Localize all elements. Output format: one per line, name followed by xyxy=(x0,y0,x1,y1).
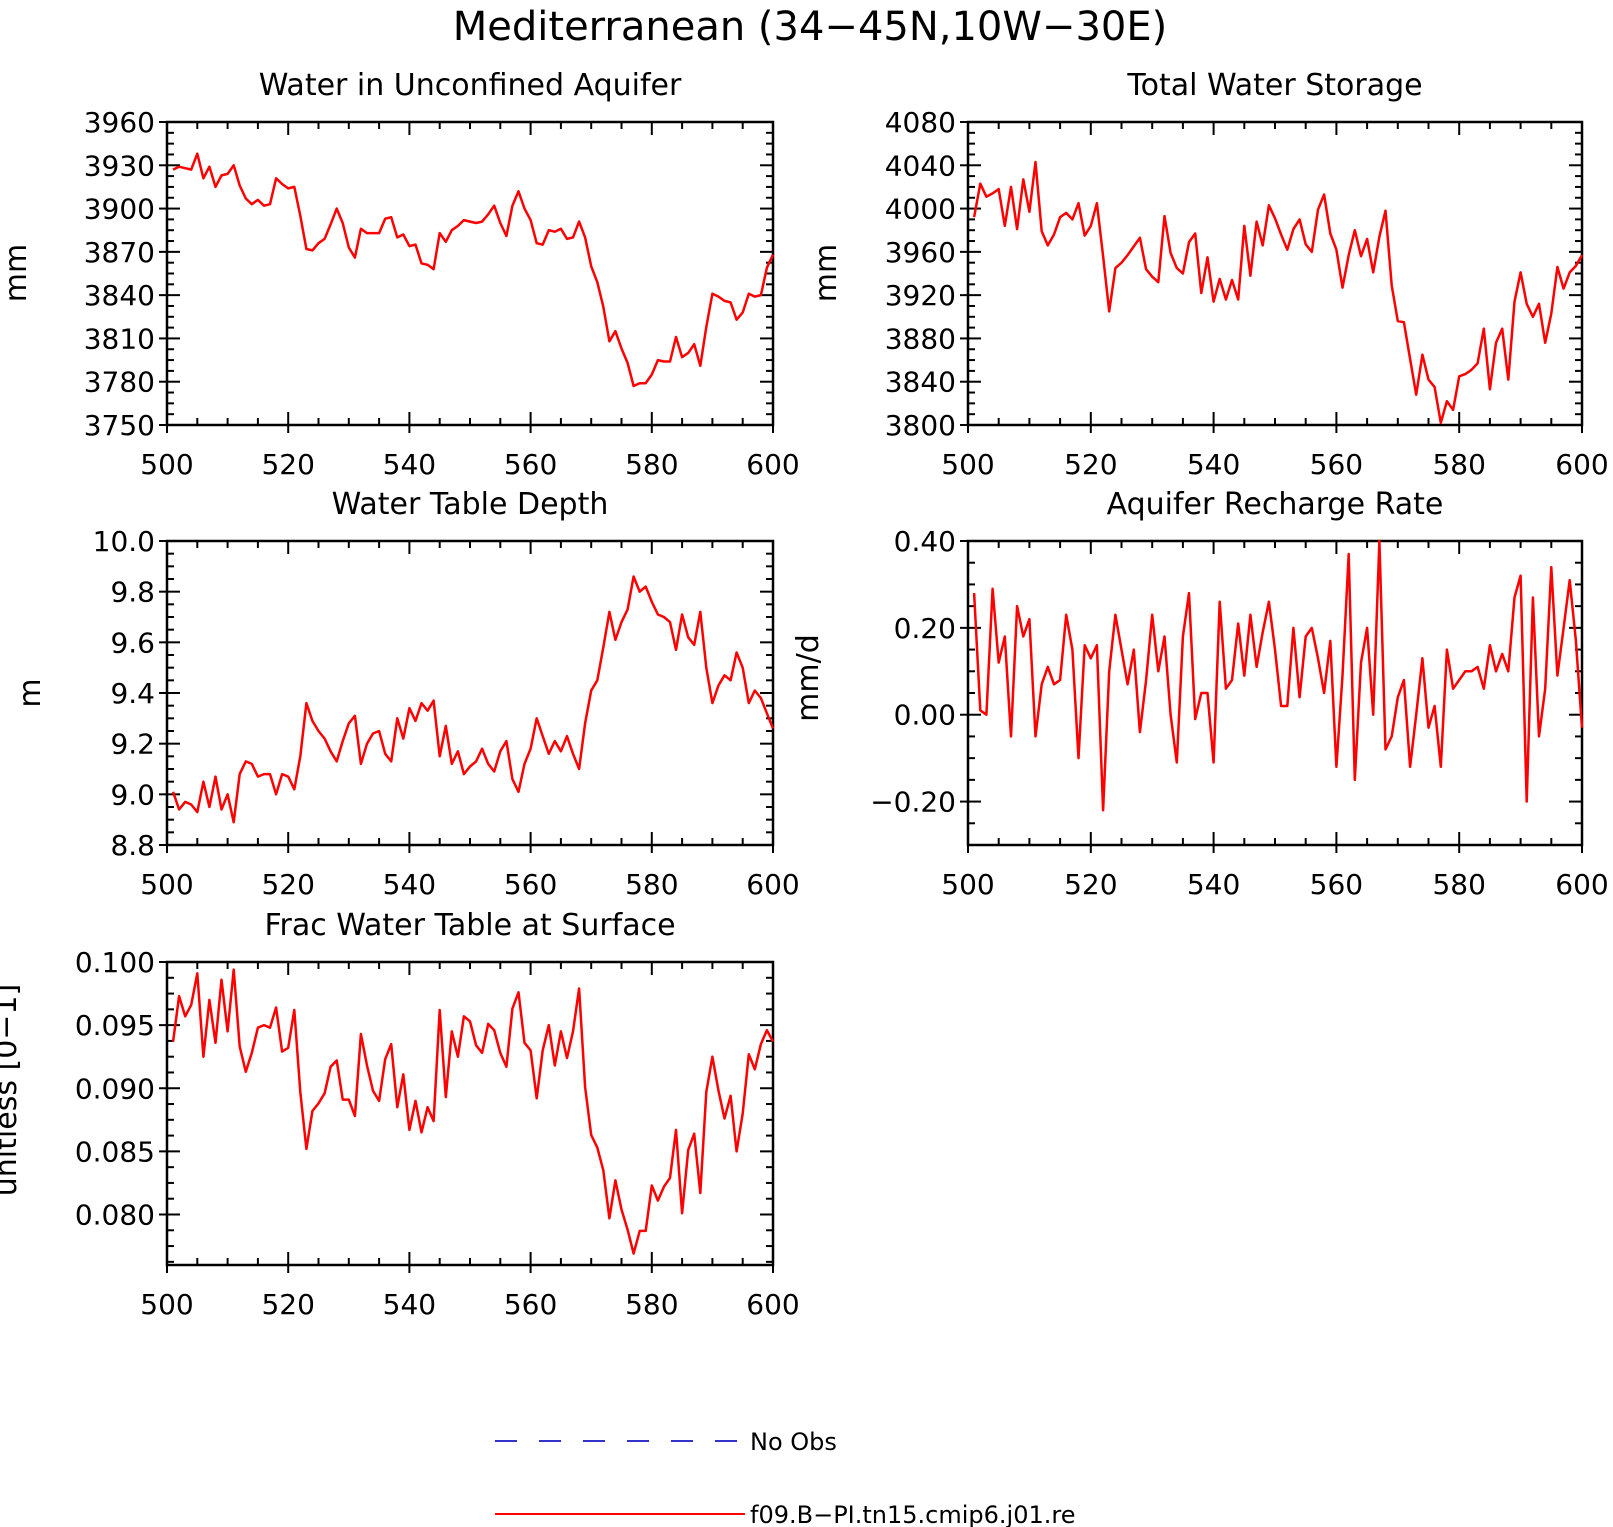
y-tick-label: 9.0 xyxy=(110,778,155,811)
x-tick-label: 600 xyxy=(1555,448,1608,481)
y-tick-label: 8.8 xyxy=(110,829,155,862)
x-tick-label: 520 xyxy=(261,868,314,901)
y-axis-label: mm/d xyxy=(791,634,826,722)
plot-frame xyxy=(165,960,775,1267)
y-tick-label: 0.00 xyxy=(894,699,956,732)
x-tick-label: 580 xyxy=(625,868,678,901)
y-tick-label: 3920 xyxy=(885,279,956,312)
y-tick-label: 10.0 xyxy=(93,525,155,558)
y-axis-label: mm xyxy=(0,244,34,302)
y-tick-label: 3810 xyxy=(84,322,155,355)
x-tick-label: 600 xyxy=(746,448,799,481)
x-tick-label: 540 xyxy=(1187,868,1240,901)
x-tick-label: 520 xyxy=(1064,868,1117,901)
y-axis-label: m xyxy=(13,678,48,707)
x-tick-label: 500 xyxy=(941,868,994,901)
y-tick-label: 4000 xyxy=(885,193,956,226)
panel-title: Aquifer Recharge Rate xyxy=(1107,487,1444,522)
x-tick-label: 500 xyxy=(140,448,193,481)
y-tick-label: 3780 xyxy=(84,366,155,399)
legend: No Obs f09.B−PI.tn15.cmip6.j01.re xyxy=(495,1428,1075,1527)
x-tick-label: 500 xyxy=(941,448,994,481)
y-tick-label: 0.100 xyxy=(75,946,155,979)
y-tick-label: 3870 xyxy=(84,236,155,269)
plot-frame xyxy=(966,539,1584,847)
y-tick-label: 0.40 xyxy=(894,525,956,558)
y-tick-label: 4040 xyxy=(885,149,956,182)
y-tick-label: 3900 xyxy=(84,193,155,226)
x-tick-label: 600 xyxy=(1555,868,1608,901)
panel-title: Frac Water Table at Surface xyxy=(264,908,675,943)
series-line xyxy=(171,968,775,1255)
x-tick-label: 560 xyxy=(504,868,557,901)
series-line xyxy=(972,539,1584,812)
legend-label-no-obs: No Obs xyxy=(750,1428,837,1456)
x-tick-label: 600 xyxy=(746,868,799,901)
x-tick-label: 560 xyxy=(1310,448,1363,481)
y-tick-label: 0.080 xyxy=(75,1199,155,1232)
x-tick-label: 560 xyxy=(504,448,557,481)
chart-panel-total-water-storage: Total Water Storage mm 500 520 540 560 580 600 3… xyxy=(809,68,1609,481)
figure-title: Mediterranean (34−45N,10W−30E) xyxy=(453,4,1167,50)
plot-frame xyxy=(165,120,775,427)
y-axis-label: unitless [0−1] xyxy=(0,984,24,1196)
x-tick-label: 500 xyxy=(140,868,193,901)
y-tick-label: 3840 xyxy=(885,366,956,399)
chart-panel-unconfined-aquifer: Water in Unconfined Aquifer mm 500 520 540 56… xyxy=(0,68,800,481)
x-tick-label: 540 xyxy=(383,1288,436,1321)
y-tick-label: 9.8 xyxy=(110,576,155,609)
x-tick-label: 500 xyxy=(140,1288,193,1321)
x-tick-label: 580 xyxy=(1432,448,1485,481)
x-tick-label: 560 xyxy=(1310,868,1363,901)
y-tick-label: 0.20 xyxy=(894,612,956,645)
x-tick-label: 580 xyxy=(625,1288,678,1321)
panel-title: Water in Unconfined Aquifer xyxy=(259,68,682,103)
x-tick-label: 520 xyxy=(261,1288,314,1321)
x-tick-label: 520 xyxy=(1064,448,1117,481)
panel-title: Total Water Storage xyxy=(1126,68,1422,103)
y-tick-label: −0.20 xyxy=(870,786,956,819)
y-tick-label: 0.085 xyxy=(75,1135,155,1168)
y-tick-label: 0.095 xyxy=(75,1009,155,1042)
plot-frame xyxy=(165,539,775,847)
x-tick-label: 540 xyxy=(383,868,436,901)
x-tick-label: 560 xyxy=(504,1288,557,1321)
y-tick-label: 9.4 xyxy=(110,677,155,710)
y-tick-label: 3960 xyxy=(84,106,155,139)
chart-panel-aquifer-recharge-rate: Aquifer Recharge Rate mm/d 500 520 540 560 580… xyxy=(791,487,1609,901)
y-tick-label: 0.090 xyxy=(75,1072,155,1105)
chart-panel-frac-water-table: Frac Water Table at Surface unitless [0−1… xyxy=(0,908,800,1321)
y-tick-label: 9.2 xyxy=(110,728,155,761)
series-line xyxy=(171,575,775,824)
chart-panel-water-table-depth: Water Table Depth m 500 520 540 560 580 600 8.8 9… xyxy=(13,487,800,901)
y-tick-label: 3800 xyxy=(885,409,956,442)
y-tick-label: 9.6 xyxy=(110,626,155,659)
y-tick-label: 4080 xyxy=(885,106,956,139)
y-tick-label: 3960 xyxy=(885,236,956,269)
y-tick-label: 3930 xyxy=(84,149,155,182)
y-tick-label: 3750 xyxy=(84,409,155,442)
x-tick-label: 580 xyxy=(625,448,678,481)
series-line xyxy=(172,152,775,388)
y-axis-label: mm xyxy=(809,244,844,302)
y-tick-label: 3880 xyxy=(885,322,956,355)
x-tick-label: 580 xyxy=(1432,868,1485,901)
legend-label-model: f09.B−PI.tn15.cmip6.j01.re xyxy=(750,1501,1075,1527)
series-line xyxy=(972,160,1584,425)
panel-title: Water Table Depth xyxy=(332,487,609,522)
x-tick-label: 540 xyxy=(1187,448,1240,481)
x-tick-label: 520 xyxy=(261,448,314,481)
y-tick-label: 3840 xyxy=(84,279,155,312)
x-tick-label: 600 xyxy=(746,1288,799,1321)
x-tick-label: 540 xyxy=(383,448,436,481)
